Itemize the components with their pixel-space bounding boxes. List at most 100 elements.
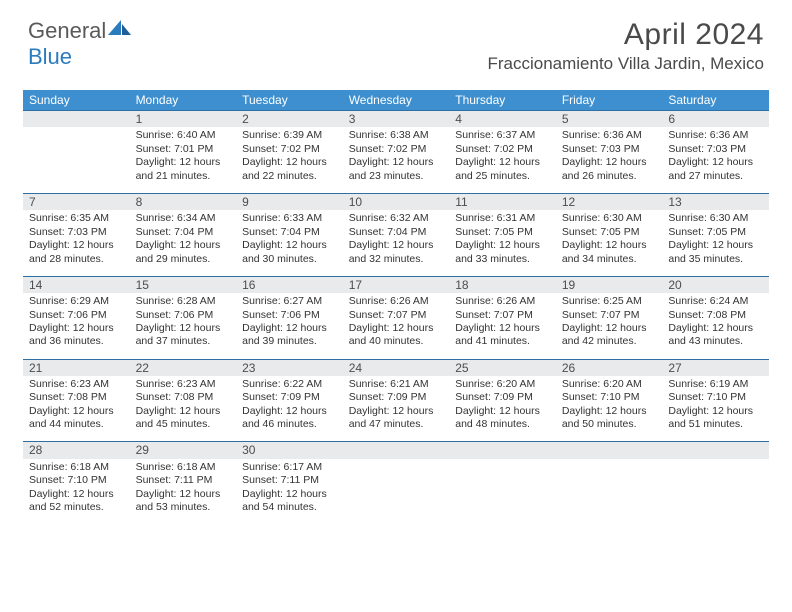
day-cell xyxy=(662,459,769,525)
day-cell: Sunrise: 6:27 AMSunset: 7:06 PMDaylight:… xyxy=(236,293,343,359)
content-row: Sunrise: 6:23 AMSunset: 7:08 PMDaylight:… xyxy=(23,376,769,442)
day-cell: Sunrise: 6:18 AMSunset: 7:11 PMDaylight:… xyxy=(130,459,237,525)
sunrise-text: Sunrise: 6:30 AM xyxy=(668,212,763,225)
sunset-text: Sunset: 7:09 PM xyxy=(455,391,550,404)
day-cell: Sunrise: 6:29 AMSunset: 7:06 PMDaylight:… xyxy=(23,293,130,359)
sunrise-text: Sunrise: 6:40 AM xyxy=(136,129,231,142)
sunset-text: Sunset: 7:09 PM xyxy=(242,391,337,404)
daylight-text: and 30 minutes. xyxy=(242,253,337,266)
sunset-text: Sunset: 7:09 PM xyxy=(349,391,444,404)
daylight-text: Daylight: 12 hours xyxy=(29,405,124,418)
day-cell: Sunrise: 6:30 AMSunset: 7:05 PMDaylight:… xyxy=(662,210,769,276)
sunrise-text: Sunrise: 6:39 AM xyxy=(242,129,337,142)
sail-icon xyxy=(107,18,133,38)
weekday-header: Tuesday xyxy=(236,90,343,111)
sunset-text: Sunset: 7:04 PM xyxy=(349,226,444,239)
day-cell: Sunrise: 6:39 AMSunset: 7:02 PMDaylight:… xyxy=(236,127,343,193)
daylight-text: Daylight: 12 hours xyxy=(562,239,657,252)
day-cell: Sunrise: 6:38 AMSunset: 7:02 PMDaylight:… xyxy=(343,127,450,193)
daylight-text: Daylight: 12 hours xyxy=(455,322,550,335)
daylight-text: Daylight: 12 hours xyxy=(242,488,337,501)
day-number: 2 xyxy=(236,111,343,128)
sunrise-text: Sunrise: 6:26 AM xyxy=(455,295,550,308)
daylight-text: and 35 minutes. xyxy=(668,253,763,266)
daylight-text: Daylight: 12 hours xyxy=(562,405,657,418)
daylight-text: Daylight: 12 hours xyxy=(29,488,124,501)
daylight-text: Daylight: 12 hours xyxy=(136,156,231,169)
day-number: 19 xyxy=(556,276,663,293)
daylight-text: and 39 minutes. xyxy=(242,335,337,348)
day-number: 14 xyxy=(23,276,130,293)
daylight-text: Daylight: 12 hours xyxy=(668,239,763,252)
sunset-text: Sunset: 7:05 PM xyxy=(562,226,657,239)
sunset-text: Sunset: 7:08 PM xyxy=(136,391,231,404)
daylight-text: and 51 minutes. xyxy=(668,418,763,431)
day-number: 8 xyxy=(130,193,237,210)
daylight-text: Daylight: 12 hours xyxy=(349,322,444,335)
daylight-text: and 45 minutes. xyxy=(136,418,231,431)
location-label: Fraccionamiento Villa Jardin, Mexico xyxy=(487,54,764,74)
day-cell: Sunrise: 6:36 AMSunset: 7:03 PMDaylight:… xyxy=(662,127,769,193)
daylight-text: Daylight: 12 hours xyxy=(562,156,657,169)
day-number: 13 xyxy=(662,193,769,210)
daylight-text: Daylight: 12 hours xyxy=(349,156,444,169)
sunrise-text: Sunrise: 6:28 AM xyxy=(136,295,231,308)
day-number xyxy=(662,442,769,459)
content-row: Sunrise: 6:35 AMSunset: 7:03 PMDaylight:… xyxy=(23,210,769,276)
day-cell: Sunrise: 6:34 AMSunset: 7:04 PMDaylight:… xyxy=(130,210,237,276)
day-number xyxy=(23,111,130,128)
day-cell: Sunrise: 6:21 AMSunset: 7:09 PMDaylight:… xyxy=(343,376,450,442)
day-number: 10 xyxy=(343,193,450,210)
daylight-text: and 47 minutes. xyxy=(349,418,444,431)
sunrise-text: Sunrise: 6:31 AM xyxy=(455,212,550,225)
weekday-header: Wednesday xyxy=(343,90,450,111)
day-cell: Sunrise: 6:32 AMSunset: 7:04 PMDaylight:… xyxy=(343,210,450,276)
sunset-text: Sunset: 7:07 PM xyxy=(349,309,444,322)
day-cell: Sunrise: 6:26 AMSunset: 7:07 PMDaylight:… xyxy=(343,293,450,359)
sunrise-text: Sunrise: 6:17 AM xyxy=(242,461,337,474)
daylight-text: and 46 minutes. xyxy=(242,418,337,431)
daylight-text: and 34 minutes. xyxy=(562,253,657,266)
sunset-text: Sunset: 7:08 PM xyxy=(29,391,124,404)
daylight-text: Daylight: 12 hours xyxy=(668,322,763,335)
content-row: Sunrise: 6:18 AMSunset: 7:10 PMDaylight:… xyxy=(23,459,769,525)
month-title: April 2024 xyxy=(487,18,764,52)
sunset-text: Sunset: 7:06 PM xyxy=(242,309,337,322)
day-number: 24 xyxy=(343,359,450,376)
sunset-text: Sunset: 7:06 PM xyxy=(136,309,231,322)
sunrise-text: Sunrise: 6:20 AM xyxy=(562,378,657,391)
sunset-text: Sunset: 7:03 PM xyxy=(562,143,657,156)
weekday-header: Saturday xyxy=(662,90,769,111)
daylight-text: and 50 minutes. xyxy=(562,418,657,431)
daylight-text: Daylight: 12 hours xyxy=(29,239,124,252)
daylight-text: Daylight: 12 hours xyxy=(562,322,657,335)
sunset-text: Sunset: 7:07 PM xyxy=(562,309,657,322)
day-number: 25 xyxy=(449,359,556,376)
day-cell: Sunrise: 6:20 AMSunset: 7:10 PMDaylight:… xyxy=(556,376,663,442)
daylight-text: and 29 minutes. xyxy=(136,253,231,266)
daylight-text: Daylight: 12 hours xyxy=(455,405,550,418)
daylight-text: and 41 minutes. xyxy=(455,335,550,348)
day-number: 4 xyxy=(449,111,556,128)
sunrise-text: Sunrise: 6:22 AM xyxy=(242,378,337,391)
sunset-text: Sunset: 7:04 PM xyxy=(136,226,231,239)
sunrise-text: Sunrise: 6:25 AM xyxy=(562,295,657,308)
daylight-text: and 21 minutes. xyxy=(136,170,231,183)
day-cell: Sunrise: 6:40 AMSunset: 7:01 PMDaylight:… xyxy=(130,127,237,193)
sunset-text: Sunset: 7:03 PM xyxy=(29,226,124,239)
sunset-text: Sunset: 7:08 PM xyxy=(668,309,763,322)
sunset-text: Sunset: 7:11 PM xyxy=(242,474,337,487)
daylight-text: and 40 minutes. xyxy=(349,335,444,348)
sunset-text: Sunset: 7:10 PM xyxy=(29,474,124,487)
day-number: 6 xyxy=(662,111,769,128)
sunrise-text: Sunrise: 6:18 AM xyxy=(136,461,231,474)
daylight-text: Daylight: 12 hours xyxy=(455,239,550,252)
sunset-text: Sunset: 7:07 PM xyxy=(455,309,550,322)
day-number xyxy=(556,442,663,459)
day-number: 1 xyxy=(130,111,237,128)
daynum-row: 21222324252627 xyxy=(23,359,769,376)
day-number: 20 xyxy=(662,276,769,293)
day-number: 17 xyxy=(343,276,450,293)
daylight-text: and 43 minutes. xyxy=(668,335,763,348)
daylight-text: and 42 minutes. xyxy=(562,335,657,348)
